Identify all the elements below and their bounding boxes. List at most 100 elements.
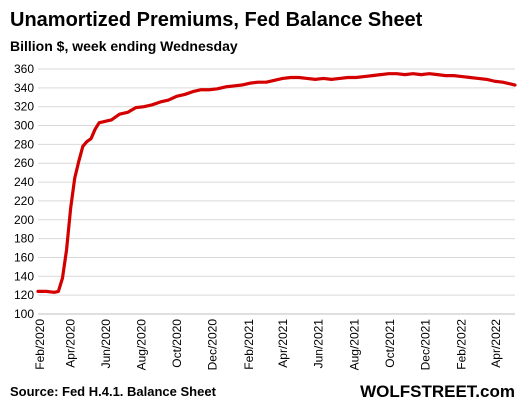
data-point (445, 74, 447, 77)
data-point (290, 76, 292, 79)
x-tick-label: Aug/2021 (347, 319, 361, 371)
data-point (314, 78, 316, 80)
data-point (379, 74, 382, 76)
data-point (273, 79, 276, 81)
data-point (420, 74, 422, 76)
x-tick-label: Feb/2020 (33, 319, 47, 370)
gridlines (38, 68, 515, 296)
x-tick-label: Apr/2020 (64, 319, 78, 368)
data-point (127, 111, 129, 113)
x-tick-label: Feb/2021 (242, 319, 256, 370)
data-point (98, 122, 100, 124)
data-point (347, 76, 349, 79)
data-point (200, 89, 202, 91)
y-axis-tick-labels: 100 120 140 160 180 200 220 240 260 280 300 320 340 3… (14, 62, 34, 321)
chart-subtitle: Billion $, week ending Wednesday (10, 38, 238, 54)
y-tick-label: 240 (14, 175, 34, 189)
data-point (502, 81, 504, 83)
data-point (265, 81, 267, 83)
x-tick-label: Feb/2022 (454, 319, 468, 370)
data-point (363, 75, 365, 78)
series-layer (36, 72, 517, 294)
data-point (102, 121, 104, 123)
y-tick-label: 320 (14, 100, 34, 114)
data-point (339, 77, 341, 80)
data-point (82, 145, 84, 147)
x-tick-label: Aug/2020 (135, 319, 149, 371)
data-point (257, 81, 259, 83)
data-point (167, 99, 170, 101)
data-point (461, 75, 463, 78)
data-point (70, 207, 72, 210)
x-axis: Feb/2020 Apr/2020 Jun/2020 Aug/2020 Oct/2020… (33, 313, 515, 371)
data-point (151, 104, 153, 106)
data-point (494, 80, 496, 82)
data-point (159, 101, 161, 103)
data-point (404, 74, 406, 76)
y-tick-label: 180 (14, 232, 34, 246)
y-tick-label: 280 (14, 137, 34, 151)
data-point (514, 84, 516, 86)
x-tick-label: Oct/2021 (383, 319, 397, 368)
data-point (118, 113, 121, 115)
data-point (469, 76, 471, 79)
data-point (355, 76, 357, 79)
data-point (477, 77, 479, 80)
data-point (176, 95, 178, 97)
y-tick-label: 160 (14, 250, 34, 264)
y-tick-label: 120 (14, 288, 34, 302)
data-point (453, 74, 455, 77)
y-tick-label: 360 (14, 62, 34, 76)
source-note: Source: Fed H.4.1. Balance Sheet (10, 384, 217, 399)
data-point (485, 78, 488, 80)
data-point (322, 77, 324, 80)
data-point (65, 249, 68, 251)
x-tick-label: Apr/2021 (276, 319, 290, 368)
data-point (208, 89, 210, 91)
data-point (396, 73, 398, 75)
data-point (233, 85, 235, 87)
data-point (184, 93, 186, 96)
brand-watermark: WOLFSTREET.com (360, 382, 515, 401)
data-point (86, 140, 88, 143)
data-point (78, 160, 80, 162)
y-tick-label: 340 (14, 81, 34, 95)
y-tick-label: 300 (14, 119, 34, 133)
data-point (330, 78, 333, 80)
data-point (241, 84, 243, 86)
data-point (45, 290, 47, 292)
data-point (61, 277, 64, 279)
data-point (428, 73, 430, 75)
x-tick-label: Oct/2020 (170, 319, 184, 368)
data-point (371, 74, 373, 77)
data-point (306, 77, 308, 80)
y-tick-label: 100 (14, 307, 34, 321)
data-point (192, 91, 194, 93)
y-tick-label: 260 (14, 156, 34, 170)
x-tick-label: Apr/2022 (489, 319, 503, 368)
x-tick-label: Jun/2020 (99, 319, 113, 369)
data-point (436, 74, 439, 76)
y-tick-label: 200 (14, 213, 34, 227)
x-tick-label: Jun/2021 (312, 319, 326, 369)
y-tick-label: 140 (14, 269, 34, 283)
x-tick-label: Dec/2020 (206, 319, 220, 371)
data-point (282, 77, 284, 80)
chart-title: Unamortized Premiums, Fed Balance Sheet (10, 9, 423, 31)
data-point (106, 120, 108, 122)
x-tick-label: Dec/2021 (418, 319, 432, 371)
data-point (53, 291, 55, 293)
y-tick-label: 220 (14, 194, 34, 208)
data-point (412, 73, 414, 75)
data-point (249, 82, 251, 84)
data-point (110, 119, 112, 121)
data-point (224, 86, 227, 88)
data-point (90, 138, 92, 140)
data-point (216, 88, 218, 90)
data-point (135, 107, 137, 109)
data-point (510, 83, 512, 85)
data-point (388, 73, 390, 75)
data-point (143, 106, 145, 108)
data-point (37, 290, 39, 292)
